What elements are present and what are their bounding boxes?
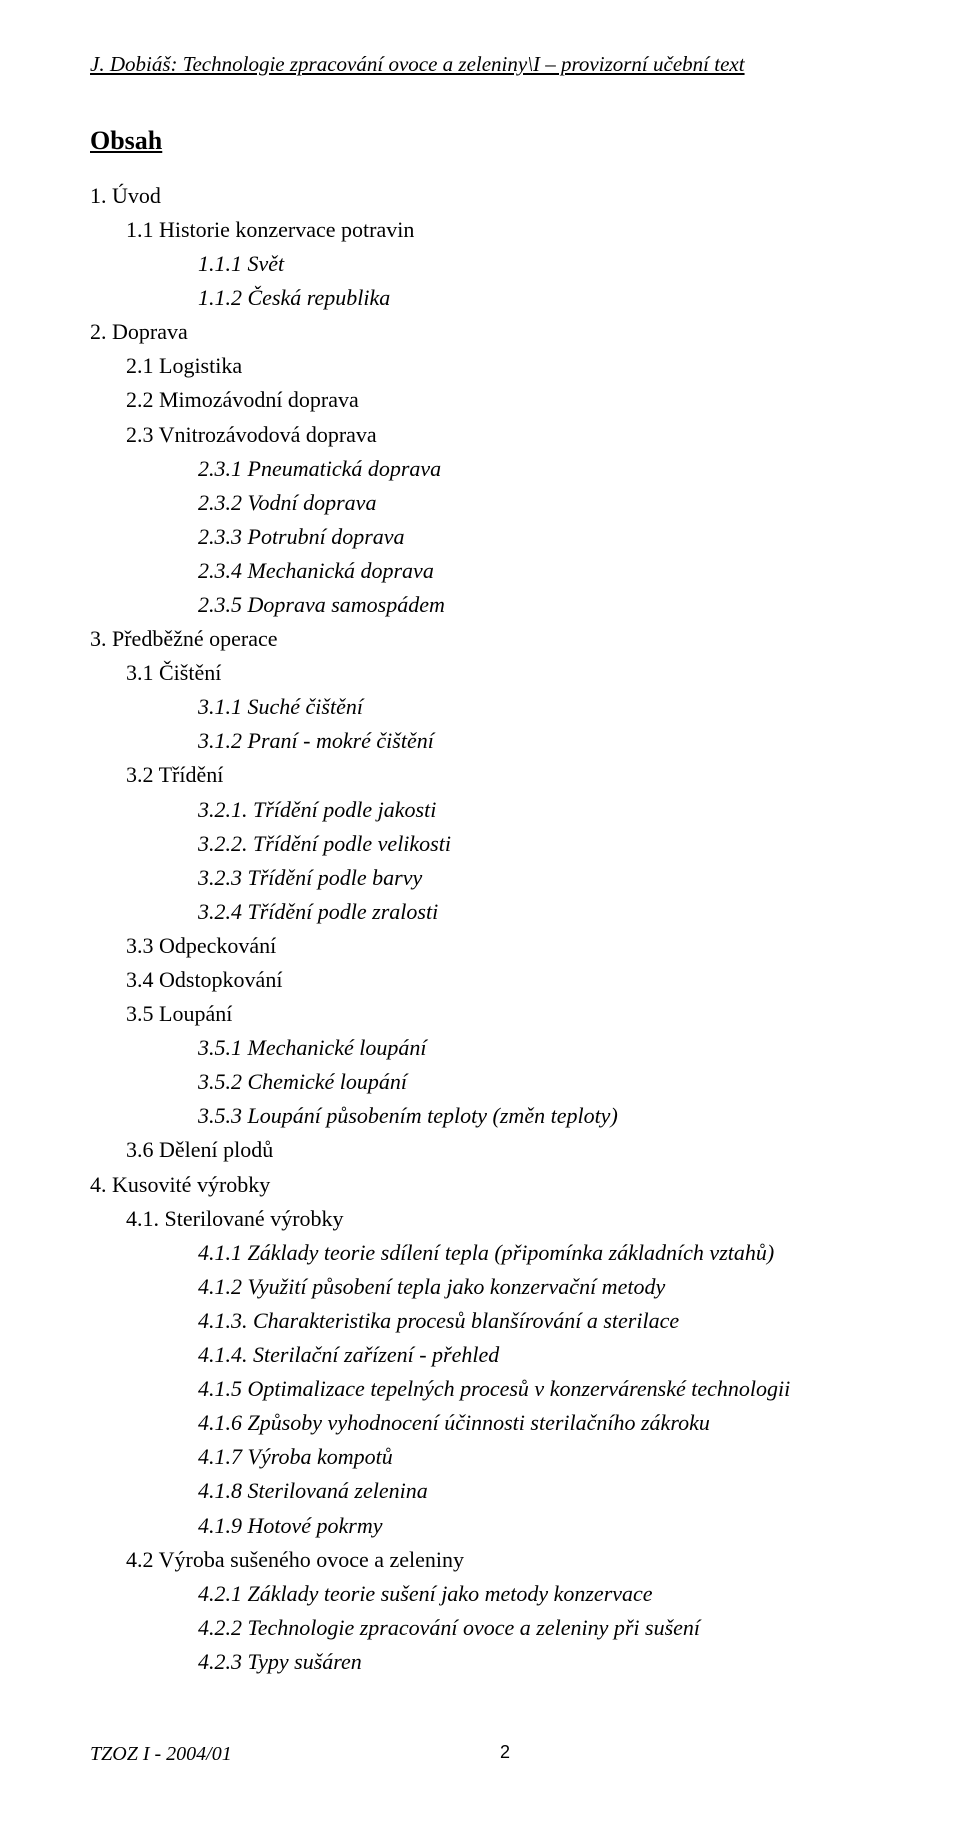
toc-entry: 4.1.8 Sterilovaná zelenina [90, 1474, 870, 1508]
toc-entry: 4.1.7 Výroba kompotů [90, 1440, 870, 1474]
toc-entry: 2.3.1 Pneumatická doprava [90, 452, 870, 486]
toc-entry: 2.3.4 Mechanická doprava [90, 554, 870, 588]
toc-entry: 4.2 Výroba sušeného ovoce a zeleniny [90, 1543, 870, 1577]
toc-entry: 3.4 Odstopkování [90, 963, 870, 997]
toc-entry: 4.1.3. Charakteristika procesů blanšírov… [90, 1304, 870, 1338]
page-title: Obsah [90, 121, 870, 161]
toc-entry: 2.2 Mimozávodní doprava [90, 383, 870, 417]
toc-entry: 3.2 Třídění [90, 758, 870, 792]
toc-entry: 1.1.2 Česká republika [90, 281, 870, 315]
toc-entry: 4.1.5 Optimalizace tepelných procesů v k… [90, 1372, 870, 1406]
footer-page-number: 2 [500, 1739, 510, 1770]
toc-entry: 3.5.1 Mechanické loupání [90, 1031, 870, 1065]
toc-entry: 4.2.3 Typy sušáren [90, 1645, 870, 1679]
table-of-contents: 1. Úvod1.1 Historie konzervace potravin1… [90, 179, 870, 1679]
toc-entry: 2.1 Logistika [90, 349, 870, 383]
toc-entry: 2.3.2 Vodní doprava [90, 486, 870, 520]
toc-entry: 2.3 Vnitrozávodová doprava [90, 418, 870, 452]
toc-entry: 3.2.2. Třídění podle velikosti [90, 827, 870, 861]
toc-entry: 3.5.2 Chemické loupání [90, 1065, 870, 1099]
toc-entry: 1. Úvod [90, 179, 870, 213]
toc-entry: 1.1 Historie konzervace potravin [90, 213, 870, 247]
toc-entry: 4.2.1 Základy teorie sušení jako metody … [90, 1577, 870, 1611]
toc-entry: 3.5 Loupání [90, 997, 870, 1031]
toc-entry: 3.2.4 Třídění podle zralosti [90, 895, 870, 929]
toc-entry: 4.2.2 Technologie zpracování ovoce a zel… [90, 1611, 870, 1645]
toc-entry: 3.1.2 Praní - mokré čištění [90, 724, 870, 758]
toc-entry: 3.2.3 Třídění podle barvy [90, 861, 870, 895]
toc-entry: 2.3.5 Doprava samospádem [90, 588, 870, 622]
page-footer: TZOZ I - 2004/01 2 [90, 1739, 870, 1770]
toc-entry: 4.1.9 Hotové pokrmy [90, 1509, 870, 1543]
toc-entry: 4.1. Sterilované výrobky [90, 1202, 870, 1236]
toc-entry: 4.1.1 Základy teorie sdílení tepla (přip… [90, 1236, 870, 1270]
toc-entry: 3.6 Dělení plodů [90, 1133, 870, 1167]
toc-entry: 1.1.1 Svět [90, 247, 870, 281]
toc-entry: 3.3 Odpeckování [90, 929, 870, 963]
toc-entry: 3.1.1 Suché čištění [90, 690, 870, 724]
toc-entry: 3.2.1. Třídění podle jakosti [90, 793, 870, 827]
toc-entry: 4.1.6 Způsoby vyhodnocení účinnosti ster… [90, 1406, 870, 1440]
toc-entry: 4.1.2 Využití působení tepla jako konzer… [90, 1270, 870, 1304]
page-header: J. Dobiáš: Technologie zpracování ovoce … [90, 48, 870, 81]
toc-entry: 4.1.4. Sterilační zařízení - přehled [90, 1338, 870, 1372]
toc-entry: 4. Kusovité výrobky [90, 1168, 870, 1202]
toc-entry: 2. Doprava [90, 315, 870, 349]
toc-entry: 3.1 Čištění [90, 656, 870, 690]
footer-left: TZOZ I - 2004/01 [90, 1739, 232, 1770]
toc-entry: 3. Předběžné operace [90, 622, 870, 656]
toc-entry: 3.5.3 Loupání působením teploty (změn te… [90, 1099, 870, 1133]
toc-entry: 2.3.3 Potrubní doprava [90, 520, 870, 554]
